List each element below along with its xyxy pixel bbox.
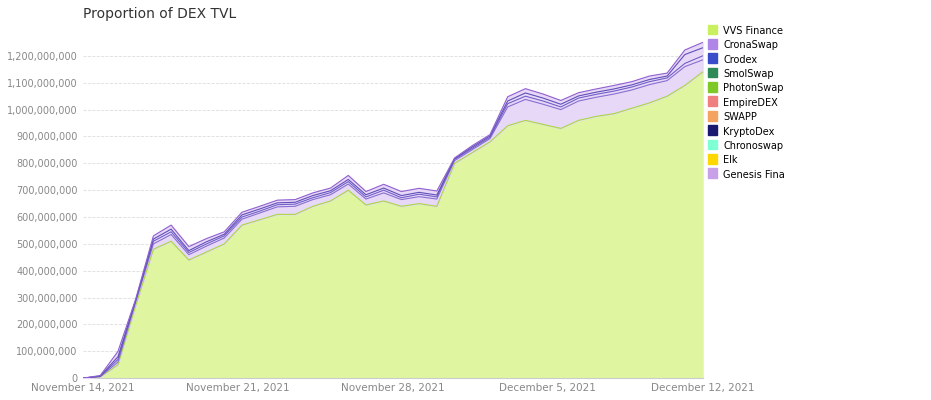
Text: Proportion of DEX TVL: Proportion of DEX TVL (83, 7, 236, 21)
Legend: VVS Finance, CronaSwap, Crodex, SmolSwap, PhotonSwap, EmpireDEX, SWAPP, KryptoDe: VVS Finance, CronaSwap, Crodex, SmolSwap… (704, 22, 789, 184)
